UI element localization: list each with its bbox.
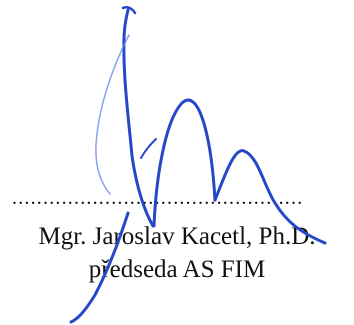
signature-dotted-line: ........................................…	[12, 188, 304, 208]
signatory-role: předseda AS FIM	[88, 256, 266, 283]
signatory-name: Mgr. Jaroslav Kacetl, Ph.D.	[38, 223, 316, 250]
